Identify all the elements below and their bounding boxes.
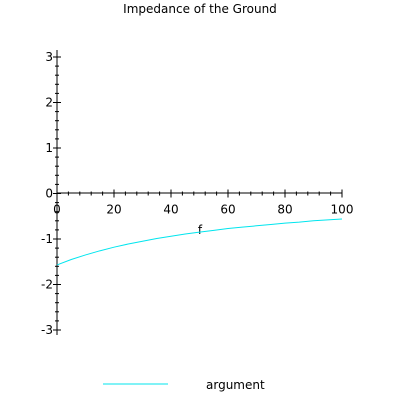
x-tick-label: 60 [220, 203, 235, 217]
x-tick-label: 0 [53, 203, 61, 217]
chart-title: Impedance of the Ground [123, 2, 277, 16]
legend-label-argument: argument [206, 378, 265, 392]
y-tick-label: -2 [41, 278, 53, 292]
y-major-ticks [53, 56, 61, 331]
x-minor-ticks [67, 191, 332, 196]
axes: 0 20 40 60 80 100 -3 -2 -1 0 1 2 3 [41, 50, 353, 337]
x-tick-label: 80 [277, 203, 292, 217]
y-tick-label: 0 [45, 187, 53, 201]
y-tick-label: 3 [45, 50, 53, 64]
y-tick-label: -1 [41, 232, 53, 246]
series-line-argument [56, 218, 343, 266]
x-tick-label: 20 [106, 203, 121, 217]
series-group [56, 218, 343, 266]
y-tick-labels: -3 -2 -1 0 1 2 3 [41, 50, 53, 337]
x-tick-label: 100 [331, 203, 354, 217]
x-tick-labels: 0 20 40 60 80 100 [53, 203, 353, 217]
y-tick-label: 1 [45, 141, 53, 155]
x-tick-label: 40 [163, 203, 178, 217]
legend: argument [103, 378, 265, 392]
y-tick-label: 2 [45, 96, 53, 110]
y-minor-ticks [55, 65, 59, 322]
y-tick-label: -3 [41, 323, 53, 337]
x-axis-label: f [198, 223, 203, 237]
